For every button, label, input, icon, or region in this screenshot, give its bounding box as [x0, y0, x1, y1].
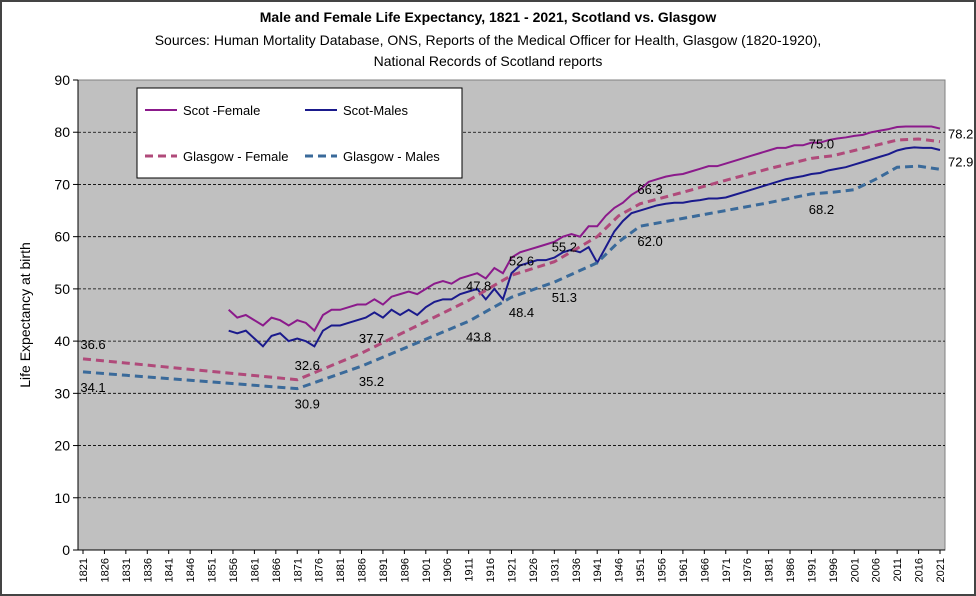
- y-axis-label: Life Expectancy at birth: [17, 242, 33, 388]
- y-tick-label: 60: [54, 229, 70, 245]
- x-tick-label: 1901: [421, 558, 433, 582]
- x-tick-label: 1966: [699, 558, 711, 582]
- x-tick-label: 1921: [507, 558, 519, 582]
- x-tick-label: 1886: [357, 558, 369, 582]
- legend-label: Scot -Female: [183, 103, 260, 118]
- data-label: 43.8: [466, 329, 491, 344]
- x-tick-label: 1916: [485, 558, 497, 582]
- x-tick-label: 1821: [78, 558, 90, 582]
- x-tick-label: 1861: [249, 558, 261, 582]
- data-label: 37.7: [359, 331, 384, 346]
- series-line: [82, 137, 941, 382]
- x-tick-label: 2021: [935, 558, 947, 582]
- data-label: 30.9: [295, 397, 320, 412]
- x-tick-label: 1986: [785, 558, 797, 582]
- data-label: 66.3: [637, 182, 662, 197]
- y-tick-label: 40: [54, 333, 70, 349]
- data-label: 34.1: [80, 380, 105, 395]
- x-tick-label: 1851: [207, 558, 219, 582]
- x-tick-label: 1991: [806, 558, 818, 582]
- x-tick-label: 1871: [292, 558, 304, 582]
- legend-label: Scot-Males: [343, 103, 409, 118]
- x-tick-label: 1846: [185, 558, 197, 582]
- data-label: 32.6: [295, 358, 320, 373]
- data-label: 78.2: [948, 127, 973, 142]
- data-label: 35.2: [359, 374, 384, 389]
- x-tick-label: 1831: [121, 558, 133, 582]
- data-label: 72.9: [948, 154, 973, 169]
- y-tick-label: 30: [54, 385, 70, 401]
- x-tick-label: 1981: [764, 558, 776, 582]
- x-tick-label: 2001: [849, 558, 861, 582]
- x-tick-label: 1976: [742, 558, 754, 582]
- chart-subtitle: National Records of Scotland reports: [374, 53, 603, 69]
- x-tick-label: 1896: [399, 558, 411, 582]
- chart-subtitle: Sources: Human Mortality Database, ONS, …: [155, 32, 822, 48]
- x-tick-label: 1856: [228, 558, 240, 582]
- x-tick-label: 1956: [656, 558, 668, 582]
- x-tick-label: 1961: [678, 558, 690, 582]
- x-tick-label: 2006: [871, 558, 883, 582]
- x-tick-label: 1931: [549, 558, 561, 582]
- data-label: 75.0: [809, 136, 834, 151]
- data-label: 36.6: [80, 337, 105, 352]
- legend-box: [136, 87, 463, 179]
- data-label: 51.3: [552, 290, 577, 305]
- data-label: 48.4: [509, 305, 534, 320]
- y-tick-label: 10: [54, 490, 70, 506]
- x-tick-label: 2016: [914, 558, 926, 582]
- x-tick-label: 1926: [528, 558, 540, 582]
- data-label: 68.2: [809, 202, 834, 217]
- x-tick-label: 1971: [721, 558, 733, 582]
- chart-title: Male and Female Life Expectancy, 1821 - …: [260, 9, 717, 25]
- x-tick-label: 1841: [164, 558, 176, 582]
- x-tick-label: 1881: [335, 558, 347, 582]
- x-tick-label: 1866: [271, 558, 283, 582]
- data-label: 55.2: [552, 240, 577, 255]
- x-tick-label: 1946: [614, 558, 626, 582]
- x-tick-label: 1911: [464, 558, 476, 582]
- x-tick-label: 1891: [378, 558, 390, 582]
- x-tick-label: 2011: [892, 558, 904, 582]
- y-tick-label: 90: [54, 72, 70, 88]
- x-tick-label: 1951: [635, 558, 647, 582]
- data-label: 62.0: [637, 234, 662, 249]
- series-line: [228, 146, 941, 348]
- x-tick-label: 1936: [571, 558, 583, 582]
- y-tick-label: 20: [54, 438, 70, 454]
- x-tick-label: 1996: [828, 558, 840, 582]
- x-tick-label: 1906: [442, 558, 454, 582]
- series-line: [228, 125, 941, 333]
- x-tick-label: 1876: [314, 558, 326, 582]
- legend-label: Glasgow - Female: [183, 149, 288, 164]
- x-tick-label: 1941: [592, 558, 604, 582]
- series-line: [82, 164, 941, 391]
- y-tick-label: 80: [54, 124, 70, 140]
- y-tick-label: 70: [54, 176, 70, 192]
- y-tick-label: 0: [62, 542, 70, 558]
- data-label: 52.6: [509, 253, 534, 268]
- x-tick-label: 1826: [99, 558, 111, 582]
- x-tick-label: 1836: [142, 558, 154, 582]
- data-label: 47.8: [466, 278, 491, 293]
- y-tick-label: 50: [54, 281, 70, 297]
- legend-label: Glasgow - Males: [343, 149, 440, 164]
